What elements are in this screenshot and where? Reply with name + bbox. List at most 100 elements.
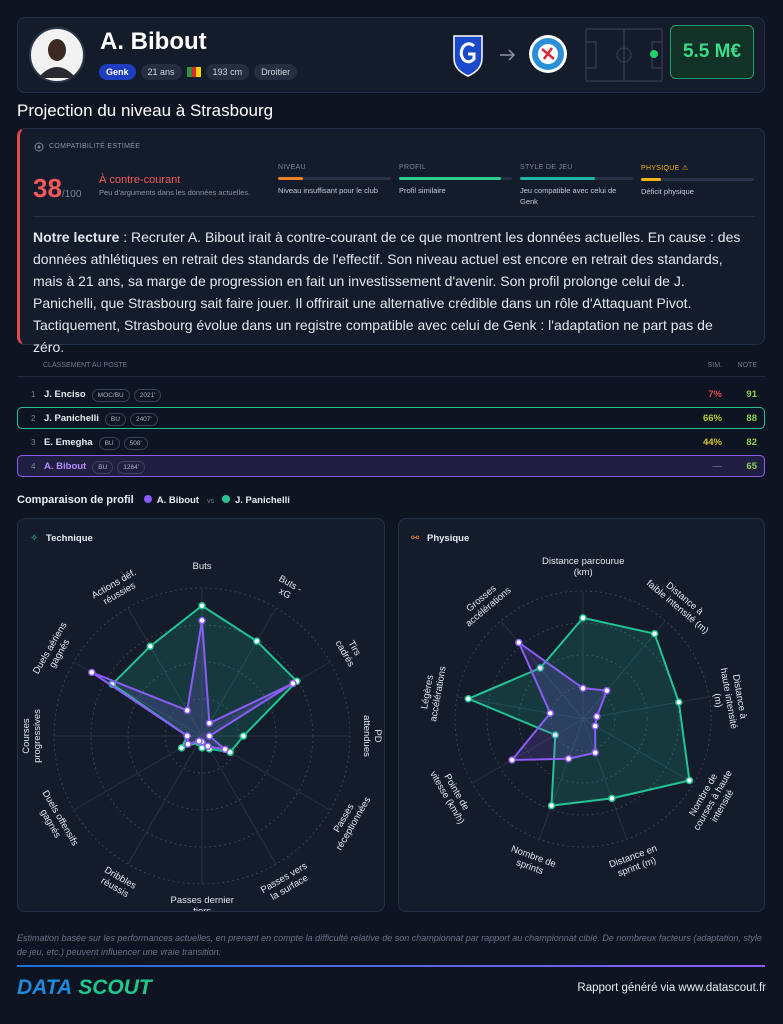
- radar-point: [591, 722, 599, 730]
- player-name: A. Bibout: [100, 28, 207, 55]
- radar-ring: [454, 590, 712, 848]
- similarity: —: [712, 461, 723, 472]
- position-tag: MOC/BU: [91, 389, 130, 402]
- legend-label: J. Panichelli: [234, 495, 290, 506]
- radar-point: [536, 664, 544, 672]
- radar-point: [198, 616, 206, 625]
- footer-logo: DATA SCOUT: [17, 976, 152, 1000]
- verdict: À contre-courant: [99, 174, 181, 186]
- compat-icon: [34, 142, 44, 152]
- radar-point: [204, 742, 212, 751]
- radar-point: [508, 756, 516, 764]
- radar-spoke: [538, 718, 584, 840]
- note: 91: [746, 389, 757, 400]
- player-tags: Genk 21 ans 193 cm Droitier: [99, 63, 302, 81]
- criterion-bar: [641, 178, 662, 181]
- radar-point: [205, 732, 214, 740]
- minutes-tag: 508': [123, 437, 148, 450]
- minutes-tag: 2407': [129, 413, 158, 426]
- radar-point: [289, 679, 297, 688]
- radar-point: [515, 638, 523, 647]
- comparison-title: Comparaison de profil: [17, 494, 134, 506]
- panel-title: Technique: [46, 533, 93, 544]
- player-name: E. Emegha: [44, 437, 93, 448]
- radar-spoke: [582, 620, 666, 720]
- panel-icon: ⚯: [411, 533, 420, 544]
- footer-rule: [17, 965, 765, 967]
- ranking-note-header: NOTE: [737, 362, 757, 369]
- radar-point: [198, 602, 206, 610]
- criterion: PHYSIQUE ⚠ Déficit physique: [641, 164, 754, 197]
- radar-spoke: [582, 696, 710, 720]
- legend-label: A. Bibout: [156, 495, 199, 506]
- radar-point: [551, 731, 560, 739]
- criterion-text: Niveau insuffisant pour le club: [278, 186, 378, 195]
- criterion-label: PHYSIQUE ⚠: [641, 165, 689, 172]
- axis-label: Passes dernier tiers: [170, 895, 234, 912]
- panel-title: Physique: [427, 533, 470, 544]
- radar-point: [183, 706, 191, 715]
- radar-point: [579, 684, 587, 693]
- player-tag: Genk: [99, 63, 136, 80]
- footer-credit: Rapport généré via www.datascout.fr: [577, 982, 766, 994]
- player-tag: 193 cm: [205, 63, 250, 80]
- radar-spoke: [127, 735, 203, 865]
- radar-point: [221, 745, 229, 754]
- radar-spoke: [127, 607, 203, 737]
- market-value: 5.5 M€: [670, 25, 754, 79]
- ranking-title: CLASSEMENT AU POSTE: [43, 362, 128, 369]
- minutes-tag: 2021': [133, 389, 162, 402]
- criterion-bar: [520, 177, 595, 180]
- note: 65: [746, 461, 757, 472]
- criterion-track: [520, 177, 633, 180]
- radar-spoke: [582, 718, 628, 840]
- radar-spoke: [456, 696, 584, 720]
- radar-area: [509, 639, 609, 762]
- criterion-track: [399, 177, 512, 180]
- criterion-track: [278, 177, 391, 180]
- radar-point: [685, 776, 694, 785]
- score-value: 38: [33, 173, 62, 203]
- radar-point: [608, 794, 616, 803]
- avatar: [29, 27, 85, 83]
- similarity: 66%: [702, 413, 722, 424]
- criterion-label: STYLE DE JEU: [520, 164, 573, 171]
- pitch-icon: [585, 28, 663, 82]
- axis-label: PD attendues: [360, 715, 383, 757]
- radar-point: [239, 732, 248, 740]
- radar-point: [205, 719, 214, 727]
- radar-point: [591, 748, 600, 757]
- radar-point: [177, 744, 186, 752]
- rank: 2: [31, 414, 36, 423]
- radar-spoke: [471, 718, 584, 784]
- player-tag: 21 ans: [140, 63, 182, 80]
- legend-vs: vs: [206, 498, 214, 505]
- radar-spoke: [201, 661, 331, 737]
- panel-icon: ✧: [30, 533, 39, 544]
- comparison-header: Comparaison de profil A. Bibout vs J. Panic…: [17, 494, 290, 506]
- radar-spoke: [201, 735, 277, 865]
- radar: [454, 590, 712, 848]
- radar-point: [253, 637, 261, 645]
- radar-point: [88, 668, 96, 677]
- score-max: /100: [61, 189, 82, 200]
- player-name: J. Panichelli: [44, 413, 99, 424]
- ranking-row: 4 A. Bibout BU 1264' — 65: [17, 455, 765, 477]
- criterion-bar: [399, 177, 501, 180]
- legend-dot: [221, 495, 230, 503]
- radar-point: [464, 695, 473, 703]
- radar-point: [183, 732, 191, 740]
- reading-text: : Recruter A. Bibout irait à contre-cour…: [33, 229, 741, 355]
- logo-part: DATA: [17, 976, 73, 999]
- radar-point: [579, 614, 587, 622]
- radar-point: [546, 709, 554, 717]
- criterion-bar: [278, 177, 303, 180]
- position-tag: BU: [98, 437, 120, 450]
- radar-point: [675, 698, 683, 706]
- radar-point: [547, 801, 556, 810]
- axis-label: Courses progressives: [20, 709, 43, 763]
- criterion-text: Déficit physique: [641, 187, 694, 196]
- physique-panel: Physique ⚯ Distance parcourue (km) Distan…: [398, 518, 765, 912]
- criterion-track: [641, 178, 754, 181]
